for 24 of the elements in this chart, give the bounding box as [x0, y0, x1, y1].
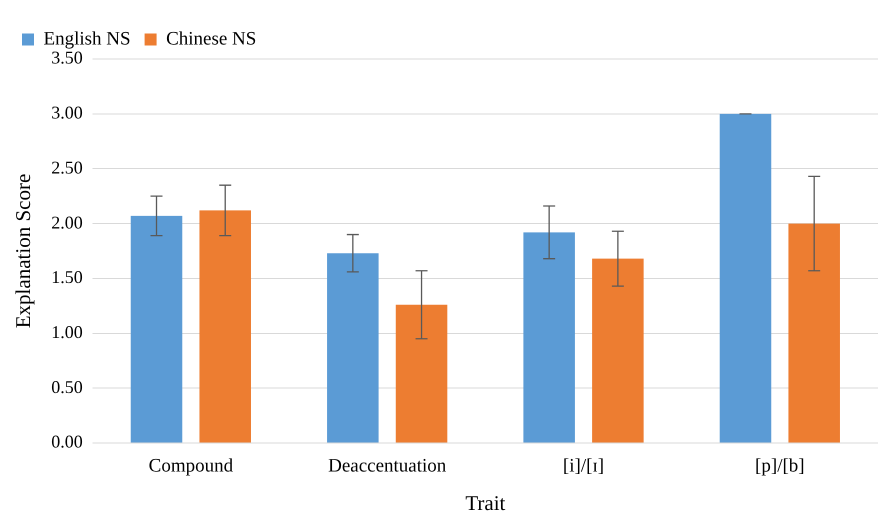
x-tick-label: [i]/[ɪ] — [562, 455, 604, 476]
bar — [592, 258, 644, 442]
y-axis-title: Explanation Score — [11, 174, 36, 328]
y-tick-label: 2.50 — [51, 157, 83, 178]
y-tick-label: 0.00 — [51, 432, 83, 452]
legend-label: Chinese NS — [166, 28, 256, 50]
bar — [523, 232, 575, 442]
x-axis-title: Trait — [465, 490, 506, 515]
bar — [720, 114, 772, 442]
y-tick-label: 2.00 — [51, 212, 83, 232]
y-tick-label: 1.50 — [51, 267, 83, 288]
bar — [327, 253, 379, 442]
y-tick-label: 3.00 — [51, 102, 83, 123]
y-tick-label: 3.50 — [51, 48, 83, 68]
y-tick-label: 0.50 — [51, 376, 83, 397]
bar — [130, 216, 182, 442]
x-tick-label: Deaccentuation — [328, 455, 447, 476]
x-tick-label: [p]/[b] — [755, 455, 805, 476]
legend-label: English NS — [44, 28, 131, 50]
x-tick-label: Compound — [148, 455, 234, 476]
bar — [199, 210, 251, 442]
bar — [788, 224, 840, 442]
y-tick-label: 1.00 — [51, 322, 83, 342]
bar — [396, 304, 448, 442]
